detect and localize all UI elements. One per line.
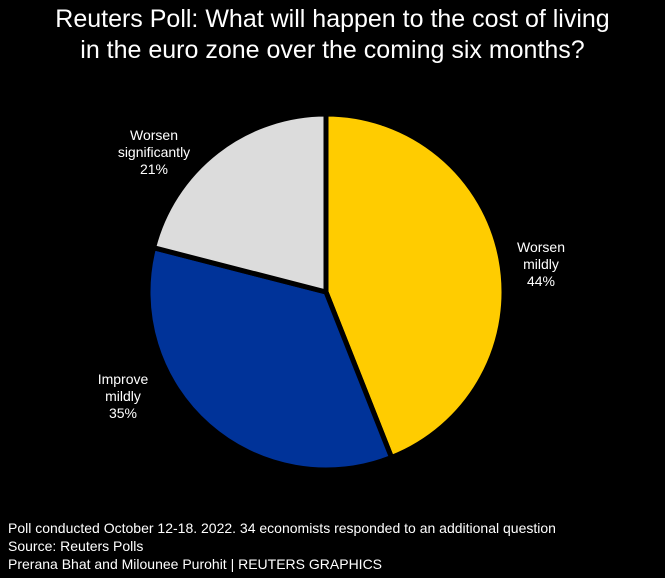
pie-slice-3 (150, 111, 329, 296)
pie-slices (145, 111, 507, 473)
slice-value-label: 21% (140, 161, 168, 177)
pie-slice-2 (145, 244, 395, 473)
slice-category-label: mildly (105, 388, 141, 404)
slice-category-label: mildly (523, 256, 559, 272)
pie-labels: Worsen mildly 44%Improve mildly 35%Worsen sig… (98, 127, 565, 421)
chart-title: Reuters Poll: What will happen to the co… (0, 4, 665, 66)
slice-category-label: significantly (118, 144, 190, 160)
slice-category-label: Improve (98, 371, 149, 387)
slice-value-label: 44% (527, 273, 555, 289)
chart-title-line-2: in the euro zone over the coming six mon… (80, 36, 585, 64)
footer-credit: Prerana Bhat and Milounee Purohit | REUT… (8, 556, 383, 572)
pie-slice-1 (323, 111, 507, 461)
footer-source: Source: Reuters Polls (8, 538, 144, 554)
footer-note: Poll conducted October 12-18. 2022. 34 e… (8, 520, 556, 536)
slice-label-2: Improve mildly 35% (98, 371, 149, 421)
footer: Poll conducted October 12-18. 2022. 34 e… (8, 519, 556, 573)
slice-category-label: Worsen (130, 127, 178, 143)
slice-label-1: Worsen mildly 44% (517, 239, 565, 289)
slice-value-label: 35% (109, 405, 137, 421)
slice-category-label: Worsen (517, 239, 565, 255)
chart-title-line-1: Reuters Poll: What will happen to the co… (55, 5, 610, 33)
slice-label-3: Worsen significantly 21% (118, 127, 190, 177)
